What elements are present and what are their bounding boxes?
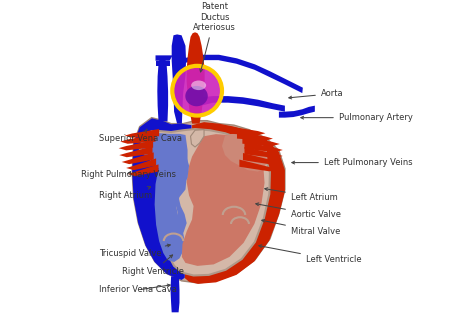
Polygon shape <box>140 129 270 276</box>
Polygon shape <box>120 134 156 144</box>
Text: Inferior Vena Cava: Inferior Vena Cava <box>99 284 177 294</box>
Polygon shape <box>158 56 168 121</box>
Polygon shape <box>244 142 283 152</box>
Text: Left Pulmonary Veins: Left Pulmonary Veins <box>292 158 413 167</box>
Polygon shape <box>222 133 268 172</box>
Polygon shape <box>231 127 266 135</box>
Polygon shape <box>128 164 158 176</box>
Polygon shape <box>279 106 315 118</box>
Polygon shape <box>239 160 277 171</box>
Polygon shape <box>119 140 153 150</box>
Text: Superior Vena Cava: Superior Vena Cava <box>99 129 182 143</box>
Polygon shape <box>177 55 303 93</box>
Text: Right Ventricle: Right Ventricle <box>122 255 184 276</box>
Polygon shape <box>125 129 159 138</box>
Text: Pulmonary Artery: Pulmonary Artery <box>301 113 413 122</box>
Polygon shape <box>132 118 285 283</box>
Polygon shape <box>172 34 186 124</box>
Polygon shape <box>190 130 204 147</box>
Circle shape <box>173 66 222 115</box>
Text: Mitral Valve: Mitral Valve <box>262 220 340 236</box>
Text: Tricuspid Valve: Tricuspid Valve <box>99 244 170 259</box>
Ellipse shape <box>191 80 206 90</box>
Polygon shape <box>181 49 184 58</box>
Polygon shape <box>126 158 156 170</box>
Polygon shape <box>156 61 170 66</box>
Polygon shape <box>170 154 189 245</box>
Polygon shape <box>184 122 285 284</box>
Polygon shape <box>122 152 154 164</box>
Text: Left Ventricle: Left Ventricle <box>259 245 361 264</box>
Text: Left Atrium: Left Atrium <box>265 188 338 202</box>
Polygon shape <box>187 32 205 124</box>
Polygon shape <box>171 276 180 312</box>
Polygon shape <box>141 133 188 262</box>
Text: Aortic Valve: Aortic Valve <box>256 203 341 220</box>
Text: Patent
Ductus
Arteriosus: Patent Ductus Arteriosus <box>193 3 236 72</box>
Polygon shape <box>201 96 285 112</box>
Polygon shape <box>243 137 280 146</box>
Polygon shape <box>244 147 283 158</box>
Text: Right Pulmonary Veins: Right Pulmonary Veins <box>81 170 176 179</box>
Text: Right Atrium: Right Atrium <box>99 186 153 200</box>
Polygon shape <box>243 153 280 165</box>
Polygon shape <box>156 55 173 61</box>
Ellipse shape <box>185 86 208 106</box>
Polygon shape <box>237 131 273 141</box>
Polygon shape <box>182 134 265 266</box>
Text: Aorta: Aorta <box>289 89 343 99</box>
Polygon shape <box>132 118 195 280</box>
Polygon shape <box>119 147 153 157</box>
